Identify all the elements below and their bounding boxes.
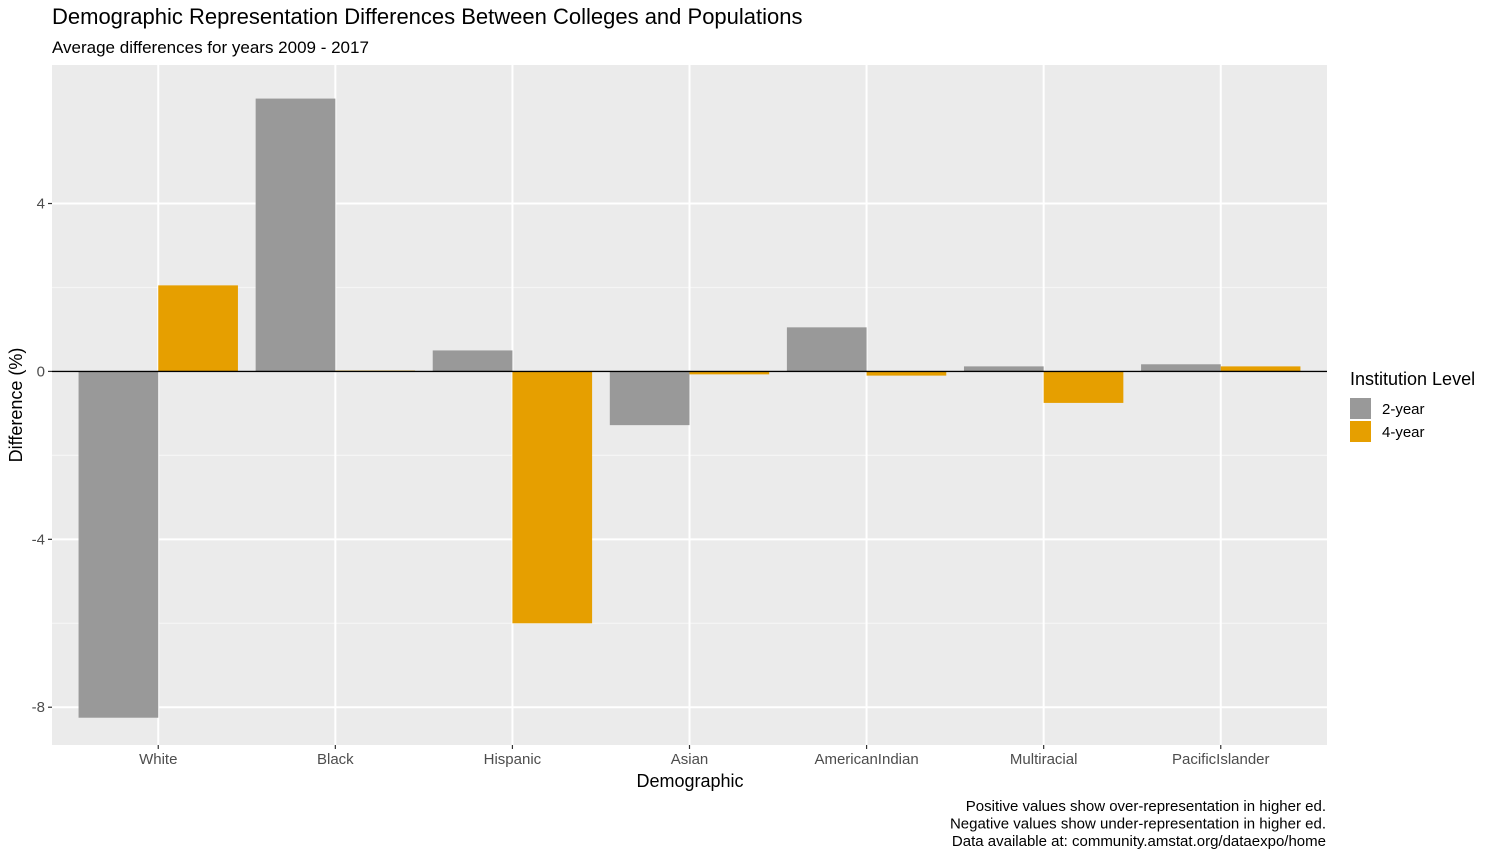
- y-tick-label: -4: [32, 531, 45, 548]
- caption-line: Negative values show under-representatio…: [950, 816, 1326, 833]
- bar-white-2-year: [78, 371, 159, 718]
- bar-asian-4-year: [689, 371, 770, 375]
- bar-black-2-year: [255, 98, 336, 372]
- legend-label-2-year: 2-year: [1382, 401, 1425, 418]
- caption: Positive values show over-representation…: [950, 798, 1326, 850]
- y-tick-label: -8: [32, 699, 45, 716]
- x-tick-label-americanindian: AmericanIndian: [814, 751, 918, 768]
- x-tick-label-multiracial: Multiracial: [1010, 751, 1078, 768]
- bar-white-4-year: [158, 285, 238, 372]
- x-axis-title: Demographic: [636, 771, 743, 791]
- bar-asian-2-year: [609, 371, 690, 426]
- caption-line: Data available at: community.amstat.org/…: [952, 833, 1326, 850]
- legend-swatch-2-year: [1350, 398, 1371, 419]
- bar-americanindian-4-year: [866, 371, 947, 376]
- bar-pacificislander-4-year: [1220, 366, 1301, 372]
- legend: Institution Level 2-year 4-year: [1350, 369, 1475, 442]
- y-axis-title: Difference (%): [6, 348, 26, 463]
- x-tick-label-hispanic: Hispanic: [484, 751, 542, 768]
- y-tick-label: 4: [37, 196, 45, 213]
- y-axis: -8 -4 0 4: [32, 196, 52, 716]
- bar-multiracial-4-year: [1043, 371, 1124, 403]
- bar-multiracial-2-year: [963, 366, 1044, 372]
- x-tick-label-white: White: [139, 751, 177, 768]
- x-axis: White Black Hispanic Asian AmericanIndian Mul…: [139, 745, 1270, 768]
- bar-hispanic-2-year: [432, 350, 513, 372]
- caption-line: Positive values show over-representation…: [966, 798, 1326, 815]
- bar-pacificislander-2-year: [1141, 364, 1221, 372]
- legend-label-4-year: 4-year: [1382, 424, 1425, 441]
- legend-title: Institution Level: [1350, 369, 1475, 389]
- x-tick-label-asian: Asian: [671, 751, 709, 768]
- bar-americanindian-2-year: [786, 327, 867, 372]
- chart-title: Demographic Representation Differences B…: [52, 4, 803, 29]
- bars: [78, 98, 1301, 718]
- x-tick-label-black: Black: [317, 751, 354, 768]
- x-tick-label-pacificislander: PacificIslander: [1172, 751, 1270, 768]
- chart-subtitle: Average differences for years 2009 - 201…: [52, 38, 369, 57]
- legend-swatch-4-year: [1350, 421, 1371, 442]
- y-tick-label: 0: [37, 363, 45, 380]
- bar-hispanic-4-year: [512, 371, 593, 624]
